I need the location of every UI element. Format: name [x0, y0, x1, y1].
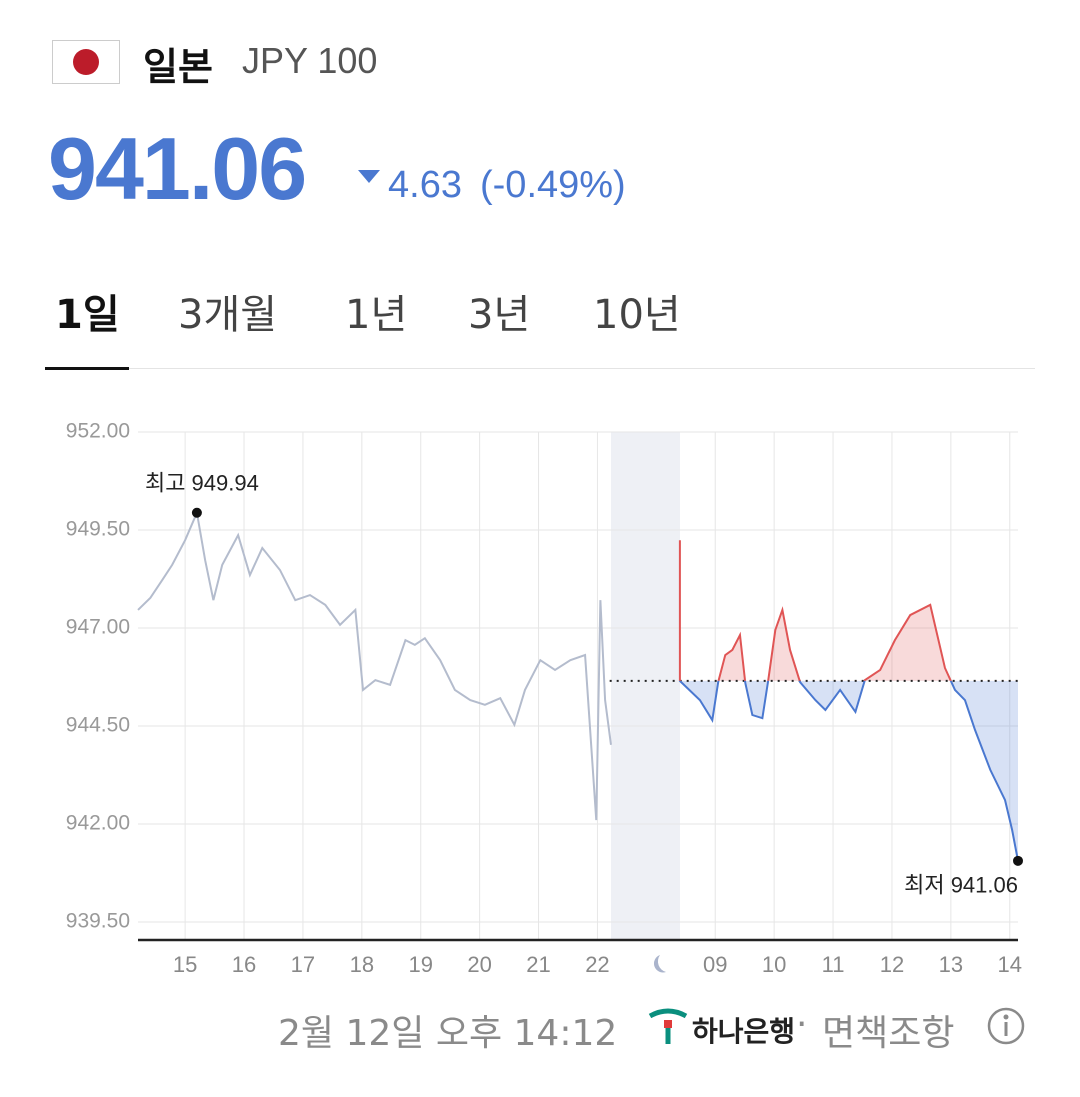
tab[interactable]: 1년: [345, 292, 408, 338]
country-name: 일본: [143, 45, 213, 89]
x-tick-label: 21: [526, 952, 550, 977]
info-icon[interactable]: [986, 1006, 1026, 1046]
extreme-dot: [191, 507, 202, 518]
night-icon: [653, 955, 666, 973]
area-above: [679, 540, 951, 681]
x-tick-label: 14: [998, 952, 1022, 977]
area-below: [679, 680, 1018, 861]
extreme-label: 최저 941.06: [904, 873, 1018, 898]
tab-underline: [45, 367, 129, 370]
x-tick-label: 19: [408, 952, 432, 977]
tab[interactable]: 3년: [468, 292, 531, 338]
x-tick-label: 17: [291, 952, 315, 977]
line-above: [678, 540, 952, 681]
line-below: [678, 680, 1019, 862]
x-tick-label: 10: [762, 952, 786, 977]
y-tick-label: 947.00: [66, 616, 130, 639]
currency-code: JPY 100: [242, 40, 378, 81]
y-tick-label: 939.50: [66, 910, 130, 933]
x-tick-label: 11: [822, 952, 845, 977]
price: 941.06: [48, 119, 307, 218]
divider: [129, 368, 1035, 369]
x-tick-label: 12: [880, 952, 904, 977]
y-tick-label: 949.50: [66, 518, 130, 541]
disclaimer-link[interactable]: 면책조항: [822, 1013, 955, 1054]
tab[interactable]: 10년: [593, 292, 681, 338]
y-tick-label: 952.00: [66, 420, 130, 443]
extreme-dot: [1013, 855, 1023, 866]
x-tick-label: 15: [173, 952, 197, 977]
y-tick-label: 944.50: [66, 714, 130, 737]
down-arrow: [358, 170, 380, 183]
tab[interactable]: 3개월: [178, 292, 278, 338]
x-tick-label: 18: [350, 952, 374, 977]
tab[interactable]: 1일: [55, 292, 120, 338]
line: [137, 509, 612, 821]
bank-logo: [648, 1008, 688, 1044]
x-tick-label: 13: [939, 952, 963, 977]
market-closed-band: [611, 432, 680, 940]
x-tick-label: 16: [232, 952, 256, 977]
extreme-label: 최고 949.94: [145, 471, 259, 496]
price-change-percent: (-0.49%): [480, 164, 626, 206]
timestamp: 2월 12일 오후 14:12: [278, 1013, 618, 1054]
price-change: 4.63: [388, 164, 462, 206]
x-tick-label: 20: [467, 952, 491, 977]
y-tick-label: 942.00: [66, 812, 130, 835]
bank-name: 하나은행: [692, 1015, 796, 1048]
chart: 952.00 949.50 947.00 944.50 942.00 939.50 15 16…: [66, 420, 1023, 977]
x-tick-label: 09: [703, 952, 727, 977]
x-tick-label: 22: [585, 952, 609, 977]
flag: [52, 40, 120, 84]
separator: ·: [796, 1004, 808, 1045]
